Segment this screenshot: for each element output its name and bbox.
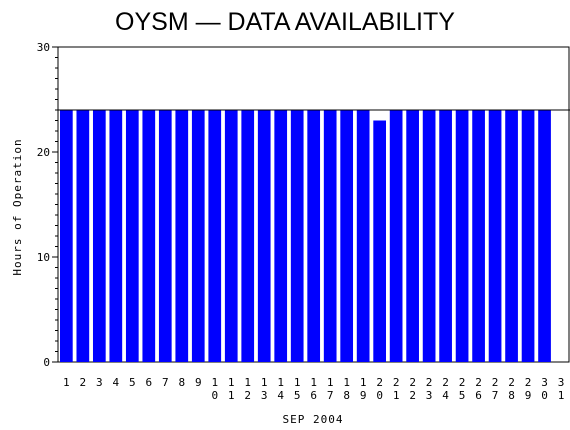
x-tick-label-3: 3 bbox=[96, 376, 103, 389]
bar-16 bbox=[307, 110, 321, 362]
bar-11 bbox=[224, 110, 238, 362]
chart-title: OYSM — DATA AVAILABILITY bbox=[115, 8, 455, 36]
x-tick-label-8: 8 bbox=[178, 376, 185, 389]
y-tick-label: 20 bbox=[37, 146, 50, 159]
y-axis: 0 10 20 30 bbox=[37, 41, 58, 369]
bar-20 bbox=[373, 120, 386, 362]
bar-25 bbox=[455, 110, 469, 362]
bar-5 bbox=[125, 110, 139, 362]
bar-30 bbox=[538, 110, 551, 362]
bar-9 bbox=[191, 110, 205, 362]
x-tick-label-1: 1 bbox=[63, 376, 70, 389]
x-tick-label-9: 9 bbox=[195, 376, 202, 389]
x-axis-label: SEP 2004 bbox=[283, 413, 344, 426]
bar-27 bbox=[488, 110, 502, 362]
bars-group bbox=[60, 110, 551, 362]
y-tick-label: 10 bbox=[37, 251, 50, 264]
y-tick-label: 30 bbox=[37, 41, 50, 54]
y-axis-label: Hours of Operation bbox=[11, 138, 24, 275]
bar-8 bbox=[175, 110, 189, 362]
x-tick-label-6: 6 bbox=[145, 376, 152, 389]
x-tick-label-2: 2 bbox=[80, 376, 87, 389]
bar-18 bbox=[340, 110, 354, 362]
bar-29 bbox=[521, 110, 535, 362]
bar-1 bbox=[60, 110, 73, 362]
bar-14 bbox=[274, 110, 288, 362]
x-tick-label-4: 4 bbox=[113, 376, 120, 389]
bar-13 bbox=[257, 110, 271, 362]
bar-12 bbox=[241, 110, 255, 362]
bar-22 bbox=[406, 110, 419, 362]
bar-6 bbox=[142, 110, 156, 362]
bar-3 bbox=[92, 110, 106, 362]
bar-15 bbox=[290, 110, 304, 362]
x-tick-label-5: 5 bbox=[129, 376, 136, 389]
y-tick-label: 0 bbox=[43, 356, 50, 369]
bar-28 bbox=[505, 110, 518, 362]
bar-4 bbox=[109, 110, 123, 362]
bar-24 bbox=[439, 110, 452, 362]
bar-2 bbox=[76, 110, 90, 362]
bar-10 bbox=[208, 110, 222, 362]
bar-19 bbox=[356, 110, 370, 362]
bar-17 bbox=[323, 110, 337, 362]
bar-23 bbox=[422, 110, 436, 362]
bar-7 bbox=[158, 110, 172, 362]
bar-21 bbox=[389, 110, 403, 362]
x-axis: 1 2 3 4 5 6 7 8 9 1 01 11 21 31 41 51 61 71 81 92 02 12 22 32 42… bbox=[63, 376, 564, 402]
bar-26 bbox=[472, 110, 485, 362]
x-tick-label-7: 7 bbox=[162, 376, 169, 389]
